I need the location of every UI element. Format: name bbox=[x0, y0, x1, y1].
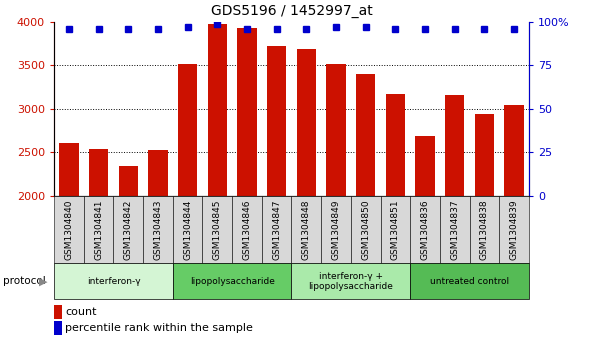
Text: GSM1304844: GSM1304844 bbox=[183, 199, 192, 260]
Bar bbox=[297, 49, 316, 196]
Bar bbox=[267, 46, 286, 196]
Bar bbox=[208, 24, 227, 196]
Text: GSM1304847: GSM1304847 bbox=[272, 199, 281, 260]
Text: GSM1304837: GSM1304837 bbox=[450, 199, 459, 260]
Text: GSM1304841: GSM1304841 bbox=[94, 199, 103, 260]
Text: GSM1304842: GSM1304842 bbox=[124, 199, 133, 260]
Text: interferon-γ +
lipopolysaccharide: interferon-γ + lipopolysaccharide bbox=[308, 272, 393, 291]
Text: GSM1304845: GSM1304845 bbox=[213, 199, 222, 260]
Text: lipopolysaccharide: lipopolysaccharide bbox=[190, 277, 275, 286]
Bar bbox=[415, 136, 435, 196]
Bar bbox=[118, 166, 138, 196]
Bar bbox=[356, 74, 375, 196]
Text: GSM1304850: GSM1304850 bbox=[361, 199, 370, 260]
Text: GSM1304851: GSM1304851 bbox=[391, 199, 400, 260]
Bar bbox=[148, 150, 168, 196]
Bar bbox=[475, 114, 494, 196]
Bar bbox=[237, 28, 257, 196]
Text: GSM1304848: GSM1304848 bbox=[302, 199, 311, 260]
Text: GSM1304836: GSM1304836 bbox=[421, 199, 430, 260]
Bar bbox=[326, 64, 346, 196]
Text: GSM1304843: GSM1304843 bbox=[153, 199, 162, 260]
Text: GSM1304838: GSM1304838 bbox=[480, 199, 489, 260]
Text: ▶: ▶ bbox=[39, 276, 47, 286]
Text: GSM1304840: GSM1304840 bbox=[64, 199, 73, 260]
Bar bbox=[504, 105, 523, 196]
Bar bbox=[445, 95, 465, 196]
Text: GSM1304846: GSM1304846 bbox=[242, 199, 251, 260]
Text: interferon-γ: interferon-γ bbox=[87, 277, 140, 286]
Text: GSM1304839: GSM1304839 bbox=[510, 199, 519, 260]
Text: GSM1304849: GSM1304849 bbox=[332, 199, 341, 260]
Bar bbox=[386, 94, 405, 196]
Text: percentile rank within the sample: percentile rank within the sample bbox=[65, 323, 253, 333]
Text: count: count bbox=[65, 307, 96, 317]
Bar bbox=[178, 64, 197, 196]
Title: GDS5196 / 1452997_at: GDS5196 / 1452997_at bbox=[210, 4, 373, 18]
Bar bbox=[89, 148, 108, 196]
Bar bbox=[59, 143, 79, 196]
Text: untreated control: untreated control bbox=[430, 277, 509, 286]
Text: protocol: protocol bbox=[3, 276, 49, 286]
